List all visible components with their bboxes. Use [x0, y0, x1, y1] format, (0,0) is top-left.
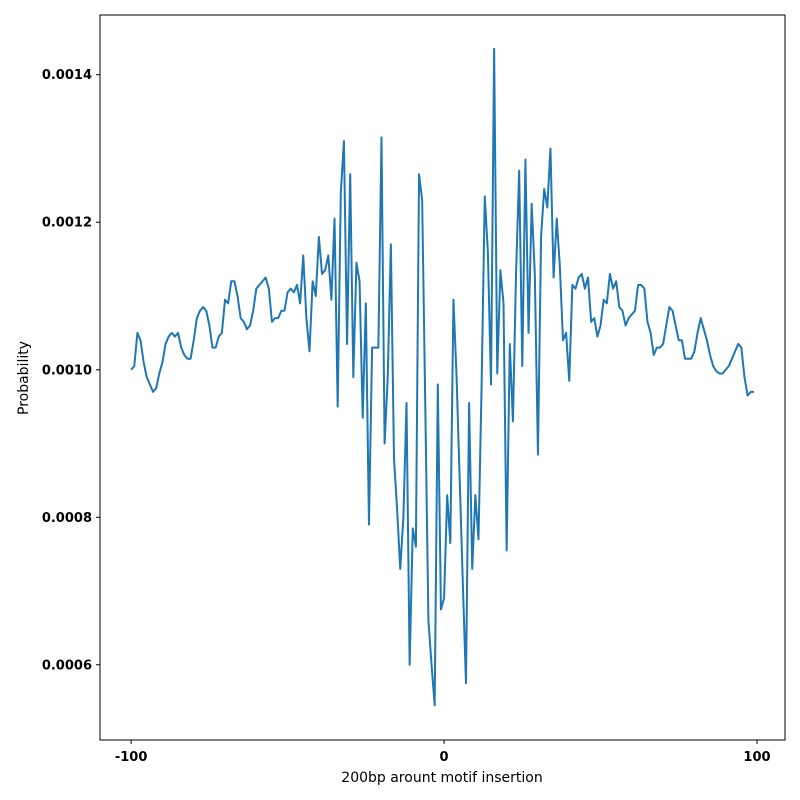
y-axis-label: Probability	[16, 341, 32, 415]
x-tick-label: -100	[115, 750, 148, 765]
plot-frame	[99, 14, 786, 741]
data-line	[130, 47, 754, 707]
x-tick-label: 0	[440, 750, 449, 765]
y-tick-label: 0.0008	[42, 511, 92, 526]
y-tick-label: 0.0006	[42, 658, 92, 673]
x-axis-label: 200bp arount motif insertion	[341, 770, 542, 786]
y-tick-label: 0.0010	[42, 363, 92, 378]
y-tick-label: 0.0014	[42, 68, 92, 83]
x-tick-label: 100	[743, 750, 770, 765]
y-tick-label: 0.0012	[42, 216, 92, 231]
